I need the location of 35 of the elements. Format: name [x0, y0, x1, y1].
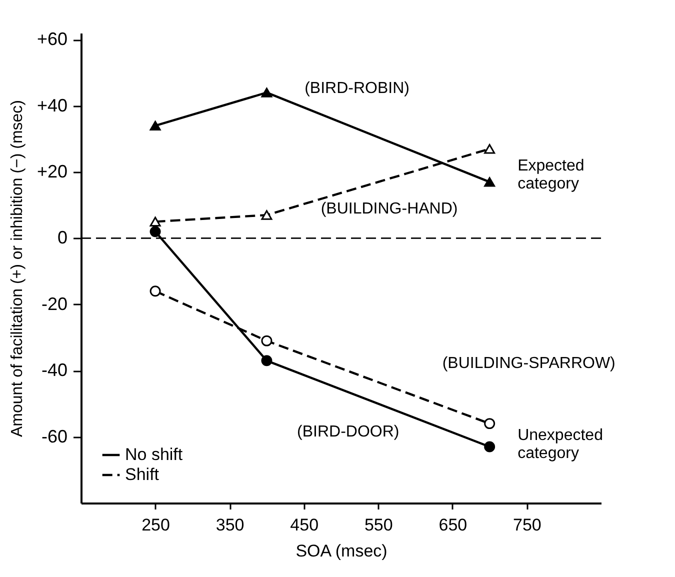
point — [261, 210, 272, 220]
series-label: (BIRD-ROBIN) — [304, 80, 410, 97]
point — [484, 441, 496, 452]
annotation: No shift — [125, 445, 183, 464]
x-tick-label: 250 — [142, 516, 170, 534]
point — [484, 177, 496, 187]
x-tick-label: 550 — [364, 516, 393, 534]
point — [484, 418, 496, 430]
y-tick-label: +40 — [36, 95, 68, 116]
annotation: Expected category — [518, 157, 584, 192]
x-tick-label: 350 — [216, 516, 244, 534]
point — [150, 226, 161, 238]
x-tick-label: 650 — [438, 516, 468, 534]
y-tick-label: +60 — [36, 29, 68, 50]
y-tick-label: -20 — [41, 294, 68, 314]
y-tick-label: -40 — [41, 360, 68, 380]
point — [261, 88, 272, 98]
x-tick-label: 450 — [290, 516, 319, 534]
annotation: Unexpected category — [518, 427, 603, 462]
point — [261, 335, 272, 346]
point — [261, 355, 272, 366]
point — [150, 216, 161, 227]
point — [150, 286, 161, 297]
x-axis-title: SOA (msec) — [296, 542, 388, 560]
y-tick-label: -60 — [41, 426, 68, 446]
x-tick-label: 750 — [513, 516, 542, 534]
y-tick-label: 0 — [57, 228, 68, 248]
y-axis-title: Amount of facilitation (+) or inhibition (−) (msec) — [8, 100, 26, 438]
text: (BUILDING-SPARROW) — [442, 354, 616, 372]
series-label: (BUILDING-HAND) — [320, 200, 458, 218]
point — [150, 120, 161, 131]
point — [484, 144, 496, 154]
annotation: Shift — [125, 465, 160, 484]
y-tick-label: +20 — [36, 162, 68, 182]
series-label: (BIRD-DOOR) — [297, 424, 400, 441]
